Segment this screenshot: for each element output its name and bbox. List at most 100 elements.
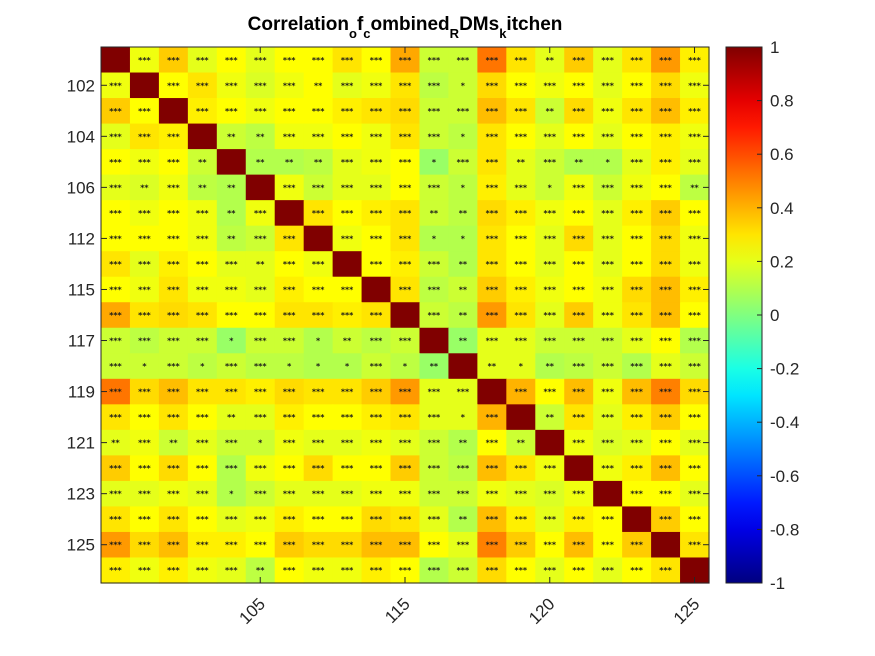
heatmap-cell — [361, 276, 392, 303]
heatmap-cells — [101, 47, 710, 584]
heatmap-cell — [651, 455, 681, 482]
heatmap-cell — [332, 557, 363, 584]
significance-marker: *** — [543, 285, 556, 294]
significance-marker: * — [229, 490, 234, 499]
heatmap-cell — [361, 327, 392, 354]
significance-marker: * — [287, 362, 292, 371]
significance-marker: *** — [167, 183, 180, 192]
heatmap-cell — [419, 506, 450, 533]
heatmap-cell — [564, 47, 594, 74]
heatmap-cell — [332, 378, 363, 405]
significance-marker: *** — [312, 132, 325, 141]
significance-marker: * — [432, 234, 437, 243]
significance-marker: ** — [546, 56, 555, 65]
heatmap-cell — [274, 455, 305, 482]
significance-marker: *** — [572, 132, 585, 141]
heatmap-cell — [593, 225, 623, 252]
significance-marker: *** — [138, 107, 151, 116]
significance-marker: *** — [138, 337, 151, 346]
heatmap-cell — [332, 506, 363, 533]
significance-marker: *** — [167, 132, 180, 141]
significance-marker: *** — [312, 490, 325, 499]
heatmap-cell — [477, 98, 507, 125]
colorbar-tick-label: 0.4 — [770, 199, 794, 218]
significance-marker: *** — [659, 285, 672, 294]
heatmap-cell — [158, 276, 189, 303]
heatmap-cell — [274, 378, 305, 405]
heatmap-cell — [680, 353, 710, 380]
heatmap-cell — [274, 506, 305, 533]
significance-marker: *** — [254, 337, 267, 346]
significance-marker: *** — [312, 183, 325, 192]
significance-marker: *** — [109, 413, 122, 422]
significance-marker: *** — [225, 388, 238, 397]
heatmap-cell — [245, 378, 276, 405]
significance-marker: *** — [515, 285, 528, 294]
heatmap-cell — [101, 47, 131, 74]
significance-marker: *** — [109, 566, 122, 575]
significance-marker: *** — [630, 183, 643, 192]
heatmap-cell — [129, 123, 160, 150]
significance-marker: *** — [543, 388, 556, 397]
heatmap-cell — [680, 251, 710, 278]
heatmap-cell — [187, 123, 218, 150]
heatmap-cell — [419, 531, 450, 559]
significance-marker: *** — [659, 515, 672, 524]
heatmap-cell — [593, 47, 623, 74]
heatmap-cell — [274, 531, 305, 559]
heatmap-cell — [448, 480, 478, 508]
heatmap-cell — [216, 302, 247, 329]
heatmap-cell — [680, 506, 710, 533]
significance-marker: *** — [341, 566, 354, 575]
significance-marker: *** — [457, 490, 470, 499]
heatmap-cell — [535, 455, 565, 482]
heatmap-cell — [101, 200, 131, 227]
heatmap-cell — [390, 123, 421, 150]
significance-marker: *** — [370, 260, 383, 269]
heatmap-cell — [680, 149, 710, 176]
significance-marker: *** — [312, 107, 325, 116]
heatmap-cell — [303, 353, 334, 380]
significance-marker: *** — [196, 464, 209, 473]
heatmap-cell — [535, 378, 565, 405]
heatmap-cell — [564, 327, 594, 354]
significance-marker: *** — [543, 464, 556, 473]
heatmap-cell — [187, 327, 218, 354]
heatmap-cell — [506, 353, 536, 380]
significance-marker: *** — [601, 439, 614, 448]
significance-marker: *** — [109, 183, 122, 192]
heatmap-cell — [216, 123, 247, 150]
heatmap-cell — [303, 47, 334, 74]
significance-marker: *** — [486, 515, 499, 524]
heatmap-cell — [158, 98, 189, 125]
significance-marker: *** — [601, 337, 614, 346]
heatmap-cell — [564, 98, 594, 125]
significance-marker: *** — [109, 158, 122, 167]
significance-marker: *** — [688, 490, 701, 499]
significance-marker: *** — [543, 209, 556, 218]
heatmap-cell — [390, 149, 421, 176]
heatmap-cell — [535, 200, 565, 227]
heatmap-cell — [390, 174, 421, 201]
heatmap-cell — [506, 251, 536, 278]
heatmap-cell — [158, 302, 189, 329]
significance-marker: *** — [543, 541, 556, 550]
heatmap-cell — [216, 200, 247, 227]
significance-marker: *** — [312, 566, 325, 575]
significance-marker: *** — [543, 132, 556, 141]
significance-marker: *** — [196, 234, 209, 243]
significance-marker: *** — [601, 566, 614, 575]
heatmap-cell — [390, 480, 421, 508]
heatmap-cell — [593, 327, 623, 354]
title-segment: Correlation — [248, 14, 349, 35]
heatmap-cell — [129, 174, 160, 201]
heatmap-cell — [303, 455, 334, 482]
heatmap-cell — [274, 480, 305, 508]
significance-marker: *** — [457, 107, 470, 116]
significance-marker: *** — [399, 81, 412, 90]
heatmap-cell — [332, 480, 363, 508]
significance-marker: *** — [659, 209, 672, 218]
heatmap-cell — [129, 404, 160, 431]
x-tick-label: 120 — [525, 594, 558, 627]
heatmap-cell — [651, 276, 681, 303]
